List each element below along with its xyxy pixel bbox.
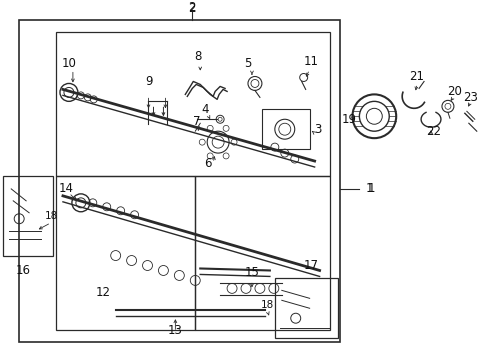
Bar	[56, 176, 195, 330]
Text: 17: 17	[304, 259, 319, 272]
Text: 9: 9	[144, 75, 152, 88]
Bar	[3, 176, 53, 256]
Text: 5: 5	[244, 57, 251, 70]
Text: 2: 2	[188, 1, 196, 14]
Text: 12: 12	[95, 286, 110, 299]
Text: 1: 1	[365, 183, 372, 195]
Text: 7: 7	[192, 115, 200, 128]
Text: 8: 8	[194, 50, 202, 63]
Text: 6: 6	[204, 157, 211, 170]
Bar	[195, 176, 329, 330]
Text: 19: 19	[341, 113, 356, 126]
Text: 15: 15	[244, 266, 259, 279]
Text: 23: 23	[463, 91, 477, 104]
Text: 14: 14	[59, 183, 73, 195]
Text: 22: 22	[426, 125, 441, 138]
Text: 21: 21	[409, 70, 424, 83]
Text: 18: 18	[261, 300, 274, 310]
Text: 11: 11	[304, 55, 319, 68]
Text: 1: 1	[367, 183, 374, 195]
Bar	[56, 32, 329, 176]
Text: 10: 10	[61, 57, 76, 70]
Text: 2: 2	[188, 3, 196, 15]
Text: 3: 3	[313, 123, 321, 136]
Text: 4: 4	[201, 103, 208, 116]
Bar	[262, 109, 309, 149]
Text: 16: 16	[16, 264, 31, 277]
Text: 18: 18	[44, 211, 58, 221]
Text: 20: 20	[447, 85, 461, 98]
Bar	[19, 20, 339, 342]
Text: 13: 13	[167, 324, 183, 337]
Bar	[274, 278, 337, 338]
